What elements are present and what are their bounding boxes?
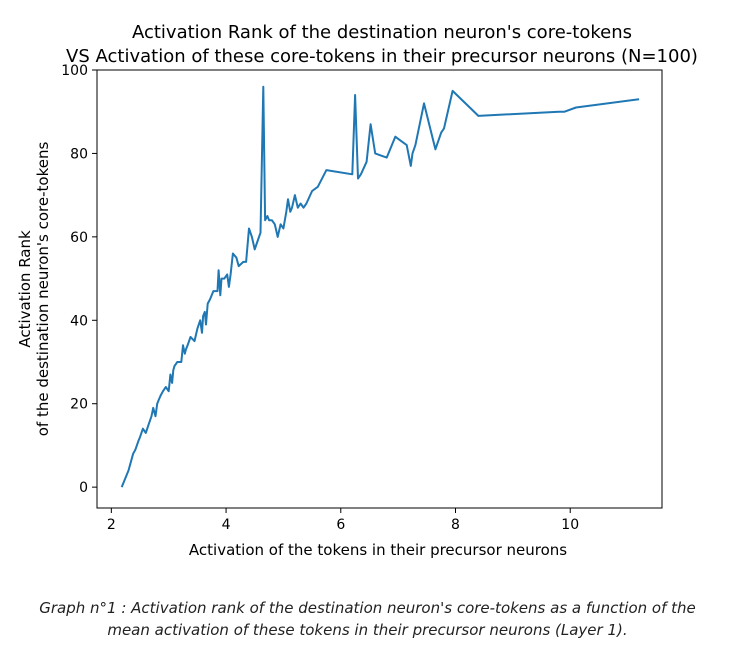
chart-title-line-1: Activation Rank of the destination neuro…: [132, 22, 632, 43]
y-tick-label: 80: [70, 146, 88, 162]
figure-caption: Graph n°1 : Activation rank of the desti…: [0, 597, 735, 641]
y-tick-label: 20: [70, 397, 88, 413]
x-axis-label: Activation of the tokens in their precur…: [189, 541, 567, 559]
x-tick-label: 6: [336, 517, 345, 533]
y-tick-label: 40: [70, 313, 88, 329]
y-tick-label: 100: [61, 63, 88, 79]
y-axis-label-line-1: Activation Rank: [16, 230, 34, 348]
x-tick-label: 8: [451, 517, 460, 533]
figure: Activation Rank of the destination neuro…: [16, 22, 698, 559]
caption-line-2: mean activation of these tokens in their…: [107, 621, 628, 639]
x-tick-label: 10: [561, 517, 579, 533]
plot-area: 2 4 6 8 10 0 20 40 60 80 100: [61, 63, 663, 533]
x-tick-label: 4: [222, 517, 231, 533]
x-tick-label: 2: [107, 517, 116, 533]
series-line-rank: [120, 85, 640, 488]
axes-frame: [96, 69, 663, 509]
x-axis-ticks: 2 4 6 8 10: [107, 508, 579, 533]
y-tick-label: 0: [79, 480, 88, 496]
y-axis-label: Activation Rank of the destination neuro…: [16, 142, 52, 437]
series-layer: [120, 85, 640, 488]
caption-line-1: Graph n°1 : Activation rank of the desti…: [39, 599, 696, 617]
y-tick-label: 60: [70, 230, 88, 246]
chart-title-line-2: VS Activation of these core-tokens in th…: [66, 46, 698, 67]
y-axis-label-line-2: of the destination neuron's core-tokens: [34, 142, 52, 437]
y-axis-ticks: 0 20 40 60 80 100: [61, 63, 97, 496]
